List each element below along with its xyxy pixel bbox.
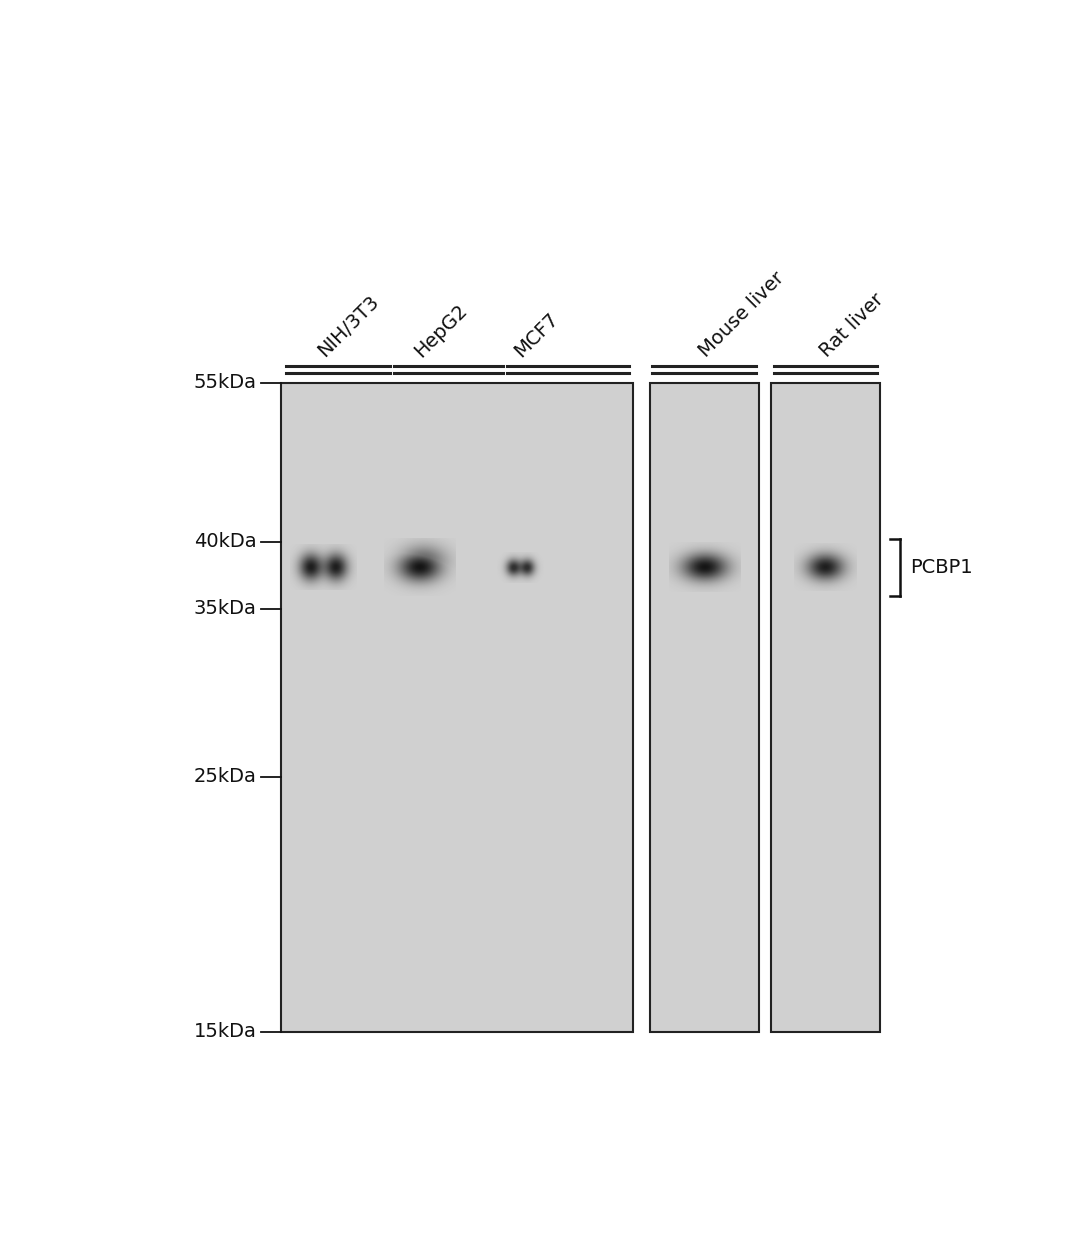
Bar [771,383,880,1032]
Text: 35kDa: 35kDa [193,599,256,618]
Text: NIH/3T3: NIH/3T3 [314,293,382,361]
Text: HepG2: HepG2 [410,300,471,361]
Text: 40kDa: 40kDa [193,532,256,552]
Text: MCF7: MCF7 [511,309,563,361]
Text: 15kDa: 15kDa [193,1023,256,1042]
Text: Mouse liver: Mouse liver [694,268,787,361]
Text: 55kDa: 55kDa [193,373,256,392]
Text: 25kDa: 25kDa [193,768,256,786]
Bar [650,383,758,1032]
Bar [282,383,633,1032]
Text: Rat liver: Rat liver [816,290,888,361]
Text: PCBP1: PCBP1 [910,558,973,577]
